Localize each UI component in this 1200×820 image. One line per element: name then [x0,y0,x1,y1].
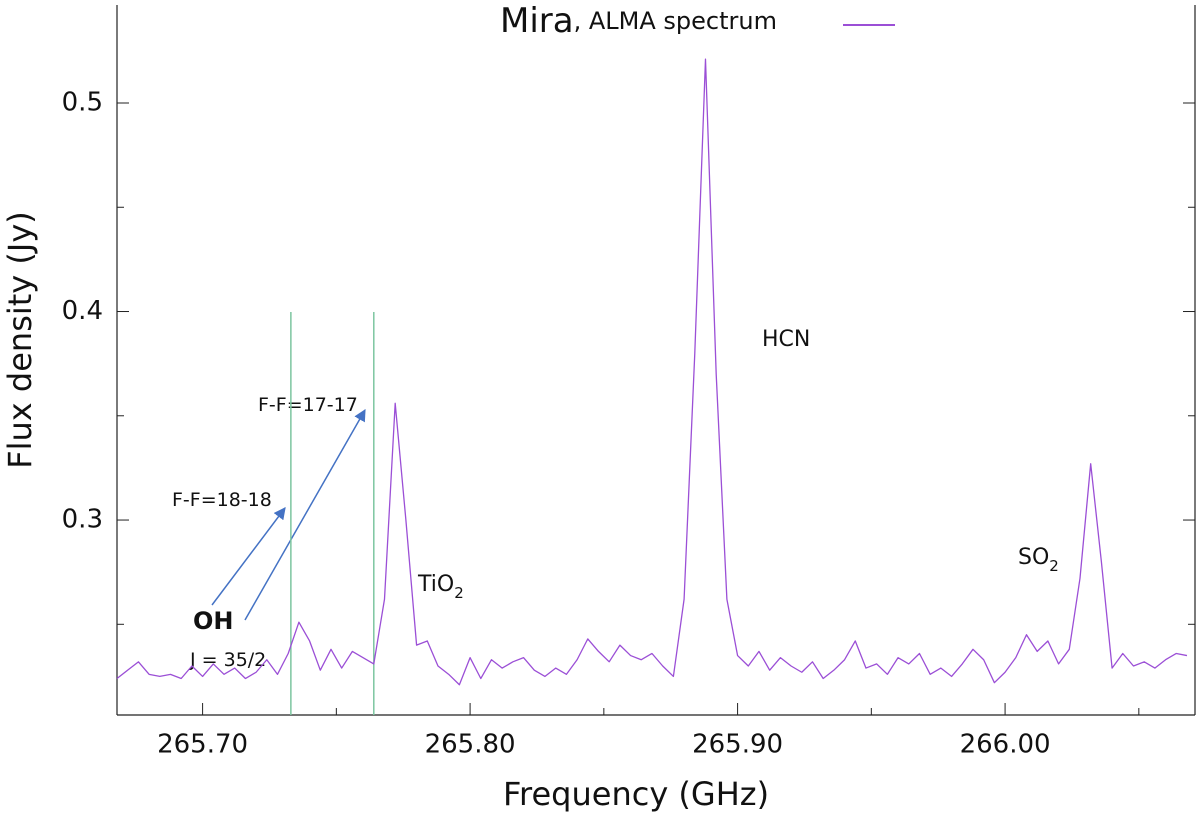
x-tick-label: 265.70 [157,730,248,760]
y-tick-label: 0.4 [62,296,103,326]
x-tick-label: 265.80 [425,730,516,760]
annotation: TiO2 [417,572,464,602]
x-tick-label: 266.00 [960,730,1051,760]
legend-note: , ALMA spectrum [574,7,777,35]
annotation-sub: 2 [1049,557,1059,575]
x-tick-label: 265.90 [692,730,783,760]
annotation-text: OH [193,607,234,635]
annotation-text: TiO [417,572,454,597]
annotation: J = 35/2 [189,649,266,671]
annotation-sub: 2 [454,584,464,602]
y-tick-label: 0.3 [62,505,103,535]
arrow [244,408,366,621]
arrow [211,507,286,606]
spectrum-line [116,58,1188,686]
annotation: HCN [762,327,810,352]
legend-entry: Mira, ALMA spectrum [500,1,777,41]
x-axis-label: Frequency (GHz) [503,775,769,813]
y-axis-label: Flux density (Jy) [1,211,39,469]
y-tick-label: 0.5 [62,88,103,118]
annotation: F-F=18-18 [172,489,272,511]
annotation-text: HCN [762,327,810,352]
annotation: OH [193,607,234,635]
axes-frame [116,5,1196,716]
legend-label: Mira [500,1,574,41]
annotation-text: SO [1018,545,1049,570]
annotation: SO2 [1018,545,1059,575]
annotation-text: F-F=17-17 [258,394,358,416]
annotation: F-F=17-17 [258,394,358,416]
annotation-text: J = 35/2 [189,649,266,671]
annotation-text: F-F=18-18 [172,489,272,511]
